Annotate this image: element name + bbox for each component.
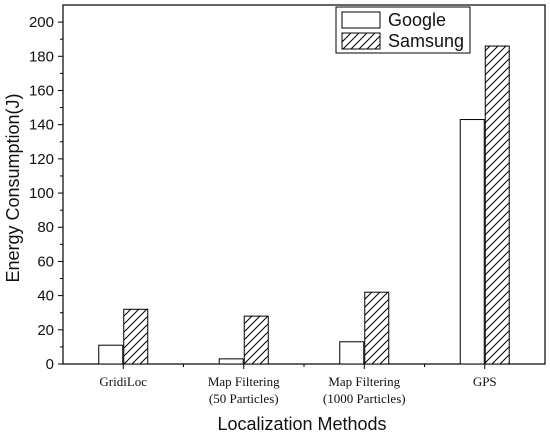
bar-google (218, 358, 244, 365)
legend-label-samsung: Samsung (388, 31, 464, 51)
y-tick-label: 120 (29, 151, 54, 168)
y-tick-label: 80 (37, 219, 54, 236)
x-tick-label: (1000 Particles) (323, 391, 406, 406)
y-tick-label: 0 (46, 356, 54, 373)
bar-google (339, 341, 365, 365)
legend-label-google: Google (388, 10, 446, 30)
x-tick-label: Map Filtering (208, 374, 280, 389)
x-tick-label: Map Filtering (328, 374, 400, 389)
bar-samsung (484, 45, 510, 365)
bar-samsung (243, 315, 269, 365)
x-tick-label: GPS (473, 374, 497, 389)
x-axis-title: Localization Methods (217, 414, 386, 434)
bar-google (459, 119, 485, 365)
y-tick-label: 160 (29, 82, 54, 99)
y-axis-title: Energy Consumption(J) (3, 93, 23, 282)
legend-swatch-samsung (341, 32, 381, 50)
legend-swatch-google (341, 11, 381, 29)
x-tick-label: (50 Particles) (209, 391, 279, 406)
bar-samsung (364, 291, 390, 365)
y-tick-label: 40 (37, 288, 54, 305)
y-tick-label: 60 (37, 253, 54, 270)
plot-area: 0 20 40 60 80 100 120 140 160 180 200 GridiLoc Map F… (29, 4, 546, 406)
y-tick-label: 100 (29, 185, 54, 202)
y-tick-label: 20 (37, 322, 54, 339)
bar-google (98, 344, 124, 365)
y-tick-label: 140 (29, 117, 54, 134)
bar-samsung (123, 308, 149, 365)
y-tick-label: 200 (29, 14, 54, 31)
x-tick-label: GridiLoc (99, 374, 147, 389)
y-tick-label: 180 (29, 48, 54, 65)
